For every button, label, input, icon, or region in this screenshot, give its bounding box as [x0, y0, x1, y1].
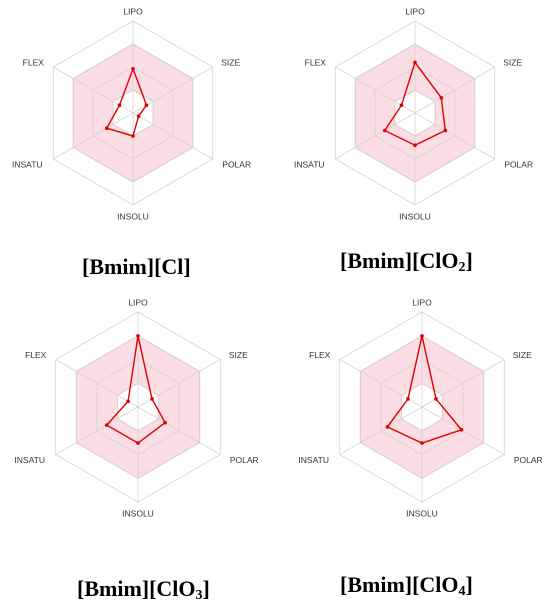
caption-text: ] — [202, 576, 210, 601]
radar-panel-clo3: LIPO SIZE POLAR INSOLU INSATU FLEX [Bmim][ClO… — [0, 296, 275, 604]
caption-subscript: 3 — [195, 588, 203, 603]
caption-cl: [Bmim][Cl] — [82, 254, 191, 280]
data-point-flex — [406, 397, 410, 401]
data-point-lipo — [136, 334, 140, 338]
data-point-size — [150, 397, 154, 401]
caption-text: ] — [465, 572, 473, 597]
caption-text: ] — [465, 248, 473, 273]
radar-panel-clo4: LIPO SIZE POLAR INSOLU INSATU FLEX [Bmim][ClO… — [275, 296, 550, 604]
data-point-insatu — [382, 128, 387, 133]
radar-panel-clo2: LIPO SIZE POLAR INSOLU INSATU FLEX [Bmim][ClO… — [275, 0, 550, 280]
radar-chart-clo2: LIPO SIZE POLAR INSOLU INSATU FLEX — [294, 6, 533, 221]
data-point-flex — [117, 103, 122, 107]
radar-chart-clo3: LIPO SIZE POLAR INSOLU INSATU FLEX — [14, 297, 259, 518]
data-point-insolu — [413, 143, 417, 147]
axis-label-lipo: LIPO — [405, 6, 425, 16]
data-point-flex — [126, 399, 130, 404]
data-point-insatu — [104, 423, 109, 427]
axis-label-polar: POLAR — [230, 455, 259, 465]
axis-label-lipo: LIPO — [412, 297, 432, 307]
radar-chart-cl: LIPO SIZE POLAR INSOLU INSATU FLEX — [12, 6, 251, 221]
axis-label-insolu: INSOLU — [117, 211, 149, 221]
data-point-insolu — [136, 441, 140, 445]
data-point-insatu — [104, 126, 109, 130]
radar-chart-clo4: LIPO SIZE POLAR INSOLU INSATU FLEX — [298, 297, 543, 518]
axis-label-polar: POLAR — [222, 159, 251, 169]
grid-spoke — [137, 406, 221, 455]
data-point-flex — [399, 103, 404, 107]
caption-text: [Bmim][ClO — [340, 248, 459, 273]
axis-label-size: SIZE — [229, 350, 248, 360]
grid-spoke — [55, 406, 139, 455]
caption-text: [Bmim][ClO — [340, 572, 459, 597]
grid-spoke — [55, 359, 139, 408]
axis-label-size: SIZE — [503, 57, 522, 67]
axis-label-insatu: INSATU — [14, 455, 45, 465]
axis-label-insatu: INSATU — [12, 159, 43, 169]
axis-label-polar: POLAR — [514, 455, 543, 465]
axis-label-lipo: LIPO — [128, 297, 148, 307]
caption-subscript: 2 — [458, 260, 466, 275]
caption-text: [Bmim][Cl] — [82, 254, 191, 279]
data-point-insatu — [385, 425, 390, 429]
axis-label-insolu: INSOLU — [406, 508, 438, 518]
radar-panel-cl: LIPO SIZE POLAR INSOLU INSATU FLEX [Bmim][Cl] — [0, 0, 275, 280]
data-point-size — [439, 96, 444, 100]
axis-label-insolu: INSOLU — [122, 508, 154, 518]
axis-label-insolu: INSOLU — [399, 211, 431, 221]
grid-spoke — [53, 112, 134, 160]
caption-subscript: 4 — [458, 584, 466, 599]
axis-label-flex: FLEX — [309, 350, 331, 360]
axis-label-flex: FLEX — [305, 57, 327, 67]
axis-label-size: SIZE — [221, 57, 240, 67]
grid-spoke — [132, 112, 213, 160]
caption-clo2: [Bmim][ClO2] — [340, 248, 473, 275]
axis-label-polar: POLAR — [504, 159, 533, 169]
data-point-polar — [136, 114, 141, 118]
data-point-size — [434, 397, 438, 401]
data-point-lipo — [131, 67, 135, 71]
grid-spoke — [414, 112, 495, 160]
grid-spoke — [339, 406, 423, 455]
grid-spoke — [335, 112, 416, 160]
data-point-polar — [163, 420, 167, 425]
data-point-lipo — [420, 334, 424, 338]
caption-clo3: [Bmim][ClO3] — [77, 576, 210, 603]
grid-spoke — [421, 406, 505, 455]
axis-label-flex: FLEX — [23, 57, 45, 67]
data-point-insolu — [131, 134, 135, 138]
axis-label-insatu: INSATU — [298, 455, 329, 465]
data-point-size — [144, 103, 149, 107]
data-point-polar — [459, 428, 464, 432]
axis-label-insatu: INSATU — [294, 159, 325, 169]
data-point-polar — [443, 128, 448, 133]
axis-label-lipo: LIPO — [123, 6, 143, 16]
axis-label-flex: FLEX — [25, 350, 47, 360]
caption-clo4: [Bmim][ClO4] — [340, 572, 473, 599]
grid-spoke — [414, 66, 495, 114]
axis-label-size: SIZE — [513, 350, 532, 360]
caption-text: [Bmim][ClO — [77, 576, 196, 601]
data-point-lipo — [413, 60, 417, 65]
data-point-insolu — [420, 441, 424, 445]
